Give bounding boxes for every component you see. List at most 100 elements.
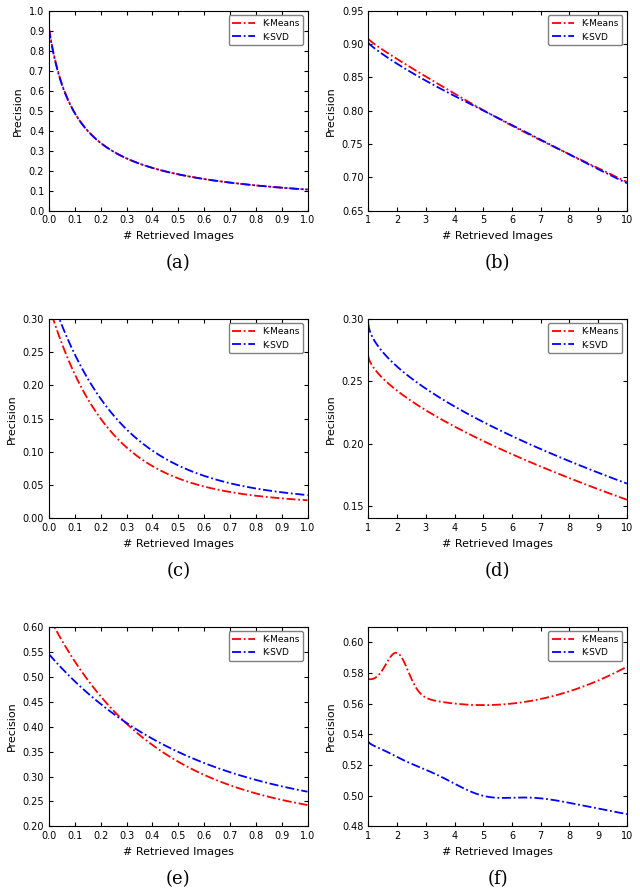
- K-SVD: [168, 168, 175, 178]
- K-Means: [304, 185, 312, 195]
- K-SVD: [617, 807, 625, 818]
- K-SVD: [623, 809, 631, 820]
- K-Means: [518, 125, 526, 136]
- K-Means: [170, 471, 177, 482]
- K-Means: [365, 33, 372, 44]
- K-Means: [489, 440, 497, 451]
- K-SVD: [518, 792, 526, 803]
- K-SVD: [199, 757, 207, 768]
- Y-axis label: Precision: Precision: [7, 702, 17, 752]
- K-SVD: [45, 649, 53, 659]
- K-Means: [168, 470, 175, 481]
- K-Means: [623, 495, 631, 505]
- X-axis label: # Retrieved Images: # Retrieved Images: [123, 847, 234, 857]
- Line: K-Means: K-Means: [369, 357, 627, 500]
- K-SVD: [168, 744, 175, 754]
- Line: K-Means: K-Means: [49, 616, 308, 805]
- K-SVD: [304, 787, 312, 797]
- X-axis label: # Retrieved Images: # Retrieved Images: [123, 231, 234, 241]
- K-SVD: [257, 776, 265, 787]
- Legend: K-Means, K-SVD: K-Means, K-SVD: [228, 632, 303, 661]
- K-SVD: [365, 737, 372, 747]
- K-Means: [298, 798, 305, 809]
- K-SVD: [489, 421, 497, 432]
- Line: K-SVD: K-SVD: [49, 30, 308, 190]
- K-Means: [45, 22, 53, 33]
- K-SVD: [617, 175, 625, 185]
- K-SVD: [298, 785, 305, 796]
- Legend: K-Means, K-SVD: K-Means, K-SVD: [548, 15, 623, 45]
- X-axis label: # Retrieved Images: # Retrieved Images: [442, 538, 553, 549]
- K-Means: [185, 762, 193, 773]
- K-Means: [170, 754, 177, 764]
- K-SVD: [623, 177, 631, 188]
- Text: (c): (c): [166, 563, 190, 581]
- K-Means: [623, 661, 631, 672]
- Text: (d): (d): [485, 563, 510, 581]
- Text: (f): (f): [487, 870, 508, 888]
- K-SVD: [304, 185, 312, 195]
- K-Means: [392, 648, 399, 659]
- K-SVD: [170, 168, 177, 178]
- Y-axis label: Precision: Precision: [326, 86, 336, 135]
- K-Means: [577, 154, 584, 165]
- K-Means: [504, 447, 512, 458]
- K-Means: [168, 168, 175, 178]
- K-Means: [170, 168, 177, 178]
- K-Means: [257, 180, 265, 191]
- K-Means: [623, 177, 631, 187]
- K-Means: [518, 453, 526, 464]
- K-SVD: [487, 109, 495, 120]
- K-SVD: [185, 752, 193, 762]
- Text: (b): (b): [485, 254, 510, 272]
- K-SVD: [623, 478, 631, 489]
- K-SVD: [45, 24, 53, 35]
- K-Means: [487, 439, 495, 450]
- K-SVD: [170, 745, 177, 755]
- Y-axis label: Precision: Precision: [326, 702, 336, 752]
- K-SVD: [257, 484, 265, 495]
- K-Means: [298, 184, 305, 194]
- Line: K-SVD: K-SVD: [49, 319, 308, 495]
- K-Means: [199, 174, 207, 185]
- Text: (e): (e): [166, 870, 191, 888]
- Line: K-Means: K-Means: [49, 319, 308, 500]
- K-Means: [577, 477, 584, 487]
- K-Means: [618, 664, 625, 675]
- K-SVD: [185, 171, 193, 182]
- K-Means: [617, 174, 625, 185]
- K-SVD: [504, 792, 512, 803]
- K-Means: [487, 109, 495, 120]
- K-SVD: [504, 429, 512, 440]
- Y-axis label: Precision: Precision: [7, 394, 17, 444]
- K-Means: [199, 481, 207, 492]
- K-Means: [257, 789, 265, 800]
- K-SVD: [489, 792, 497, 803]
- K-Means: [520, 697, 527, 708]
- K-SVD: [45, 314, 53, 324]
- Line: K-Means: K-Means: [369, 39, 627, 182]
- K-Means: [45, 611, 53, 622]
- K-SVD: [577, 155, 584, 166]
- Line: K-SVD: K-SVD: [369, 323, 627, 484]
- K-Means: [185, 477, 193, 487]
- K-Means: [488, 700, 496, 711]
- K-Means: [490, 700, 497, 711]
- K-SVD: [170, 458, 177, 469]
- K-SVD: [489, 110, 497, 121]
- K-SVD: [185, 465, 193, 476]
- Y-axis label: Precision: Precision: [13, 86, 23, 135]
- Line: K-Means: K-Means: [49, 28, 308, 190]
- Legend: K-Means, K-SVD: K-Means, K-SVD: [548, 632, 623, 661]
- K-Means: [365, 351, 372, 362]
- K-SVD: [199, 174, 207, 185]
- K-Means: [298, 495, 305, 505]
- Line: K-SVD: K-SVD: [49, 654, 308, 792]
- K-SVD: [257, 180, 265, 191]
- K-Means: [577, 682, 585, 693]
- K-SVD: [298, 489, 305, 500]
- K-Means: [168, 753, 175, 763]
- Legend: K-Means, K-SVD: K-Means, K-SVD: [548, 323, 623, 353]
- K-SVD: [577, 799, 584, 810]
- K-SVD: [199, 470, 207, 481]
